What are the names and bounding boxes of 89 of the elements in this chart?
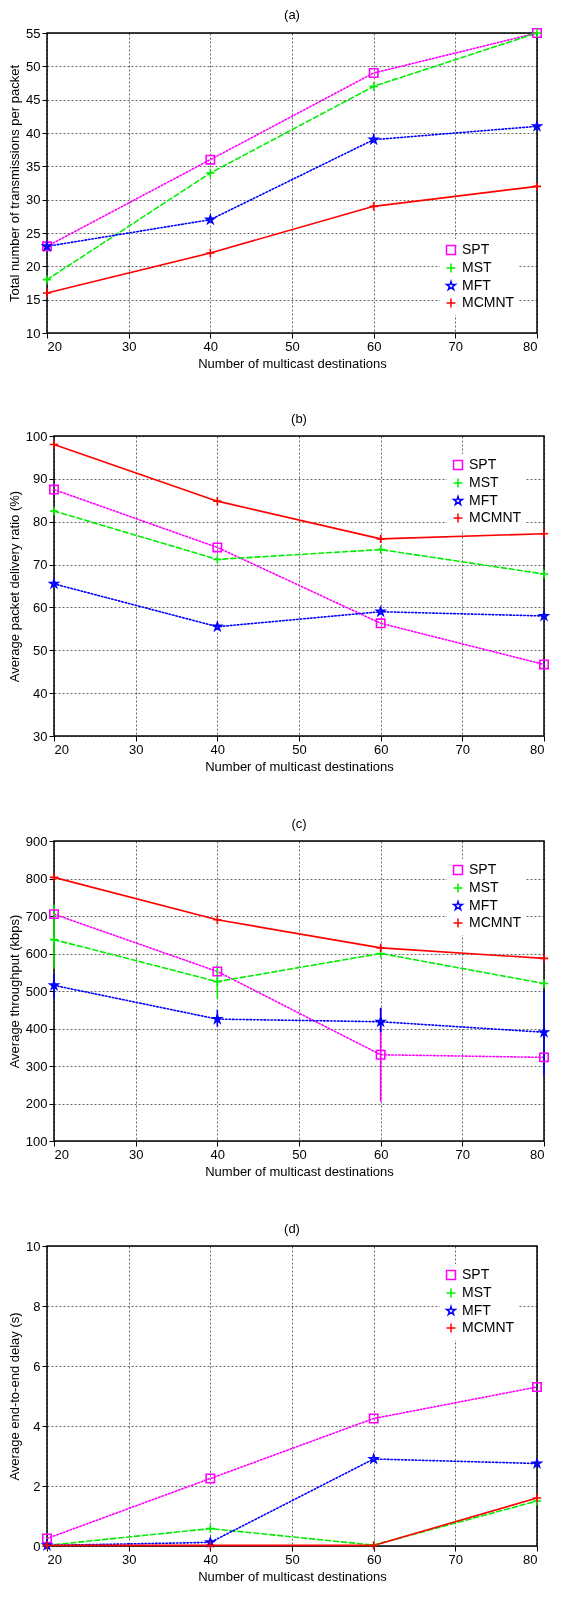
y-tick-label: 6 <box>33 1358 41 1374</box>
x-tick-label: 70 <box>455 1146 471 1162</box>
x-tick-label: 40 <box>203 1551 219 1567</box>
y-axis-title: Average packet delivery ratio (%) <box>6 490 22 683</box>
y-axis-title: Average end-to-end delay (s) <box>7 1312 23 1481</box>
legend-label: MCMNT <box>469 509 522 525</box>
y-tick-label: 40 <box>26 125 41 141</box>
legend-label: MST <box>462 259 492 275</box>
y-tick-label: 50 <box>26 58 41 74</box>
x-tick-label: 70 <box>455 741 471 757</box>
y-tick-label: 40 <box>33 685 48 701</box>
x-axis-title: Number of multicast destinations <box>205 1163 395 1179</box>
x-tick-label: 30 <box>121 338 137 354</box>
x-tick-label: 80 <box>523 338 538 354</box>
y-tick-label: 30 <box>33 728 48 744</box>
y-tick-label: 4 <box>33 1418 41 1434</box>
x-tick-label: 80 <box>523 1551 538 1567</box>
x-tick-label: 30 <box>128 1146 144 1162</box>
chart-title: (b) <box>291 411 307 426</box>
y-tick-label: 60 <box>33 599 48 615</box>
y-tick-label: 0 <box>33 1538 41 1554</box>
y-tick-label: 100 <box>25 1133 48 1149</box>
x-tick-label: 50 <box>285 338 300 354</box>
x-tick-label: 60 <box>373 741 389 757</box>
y-tick-label: 70 <box>33 557 48 573</box>
y-tick-label: 10 <box>26 1238 41 1254</box>
y-axis-title: Total number of transmissions per packet <box>7 64 23 302</box>
x-tick-label: 20 <box>54 741 69 757</box>
y-tick-label: 25 <box>26 225 41 241</box>
legend-label: MFT <box>462 277 492 293</box>
y-axis-title: Average throughput (kbps) <box>6 914 22 1069</box>
y-tick-label: 700 <box>25 908 48 924</box>
y-tick-label: 80 <box>33 514 48 530</box>
y-tick-label: 50 <box>33 642 48 658</box>
legend-label: MCMNT <box>469 914 522 930</box>
x-tick-label: 70 <box>448 338 464 354</box>
legend-label: MST <box>469 879 499 895</box>
chart-title: (c) <box>291 816 307 831</box>
y-tick-label: 600 <box>25 946 48 961</box>
legend-label: MFT <box>462 1302 492 1318</box>
x-axis-title: Number of multicast destinations <box>198 1568 388 1584</box>
legend-label: MCMNT <box>462 1319 515 1335</box>
chart-title: (a) <box>284 6 300 22</box>
y-tick-label: 300 <box>25 1058 48 1074</box>
x-tick-label: 60 <box>366 338 382 354</box>
x-tick-label: 20 <box>47 338 62 354</box>
y-tick-label: 200 <box>25 1096 48 1111</box>
x-tick-label: 40 <box>210 741 226 757</box>
legend-label: SPT <box>462 1266 490 1282</box>
x-tick-label: 80 <box>530 741 545 757</box>
legend-label: SPT <box>462 241 490 257</box>
x-tick-label: 30 <box>121 1551 137 1567</box>
x-tick-label: 70 <box>448 1551 464 1567</box>
y-tick-label: 45 <box>26 92 41 108</box>
legend-label: SPT <box>469 456 497 472</box>
y-tick-label: 90 <box>33 471 48 487</box>
x-tick-label: 60 <box>366 1551 382 1567</box>
x-tick-label: 20 <box>54 1146 69 1162</box>
x-tick-label: 80 <box>530 1146 545 1162</box>
legend-label: MST <box>469 474 499 490</box>
y-tick-label: 8 <box>33 1298 41 1314</box>
y-tick-label: 35 <box>26 158 41 174</box>
legend-label: MFT <box>469 897 499 913</box>
x-axis-title: Number of multicast destinations <box>205 758 395 774</box>
x-tick-label: 50 <box>285 1551 300 1567</box>
y-tick-label: 400 <box>25 1021 48 1036</box>
y-tick-label: 100 <box>25 428 48 444</box>
y-tick-label: 20 <box>26 258 41 274</box>
x-tick-label: 20 <box>47 1551 62 1567</box>
x-tick-label: 40 <box>203 338 219 354</box>
x-tick-label: 60 <box>373 1146 389 1162</box>
legend-label: SPT <box>469 861 497 877</box>
y-tick-label: 800 <box>25 871 48 886</box>
x-tick-label: 40 <box>210 1146 226 1162</box>
x-tick-label: 50 <box>292 741 307 757</box>
chart-title: (d) <box>284 1221 300 1236</box>
x-axis-title: Number of multicast destinations <box>198 355 388 371</box>
x-tick-label: 50 <box>292 1146 307 1162</box>
legend-label: MST <box>462 1284 492 1300</box>
y-tick-label: 30 <box>26 192 41 208</box>
y-tick-label: 15 <box>26 292 41 308</box>
y-tick-label: 900 <box>25 833 48 849</box>
y-tick-label: 500 <box>25 983 48 999</box>
y-tick-label: 10 <box>26 325 41 341</box>
y-tick-label: 2 <box>33 1478 41 1494</box>
legend-label: MFT <box>469 492 499 508</box>
legend-label: MCMNT <box>462 294 515 310</box>
x-tick-label: 30 <box>128 741 144 757</box>
y-tick-label: 55 <box>26 25 41 41</box>
